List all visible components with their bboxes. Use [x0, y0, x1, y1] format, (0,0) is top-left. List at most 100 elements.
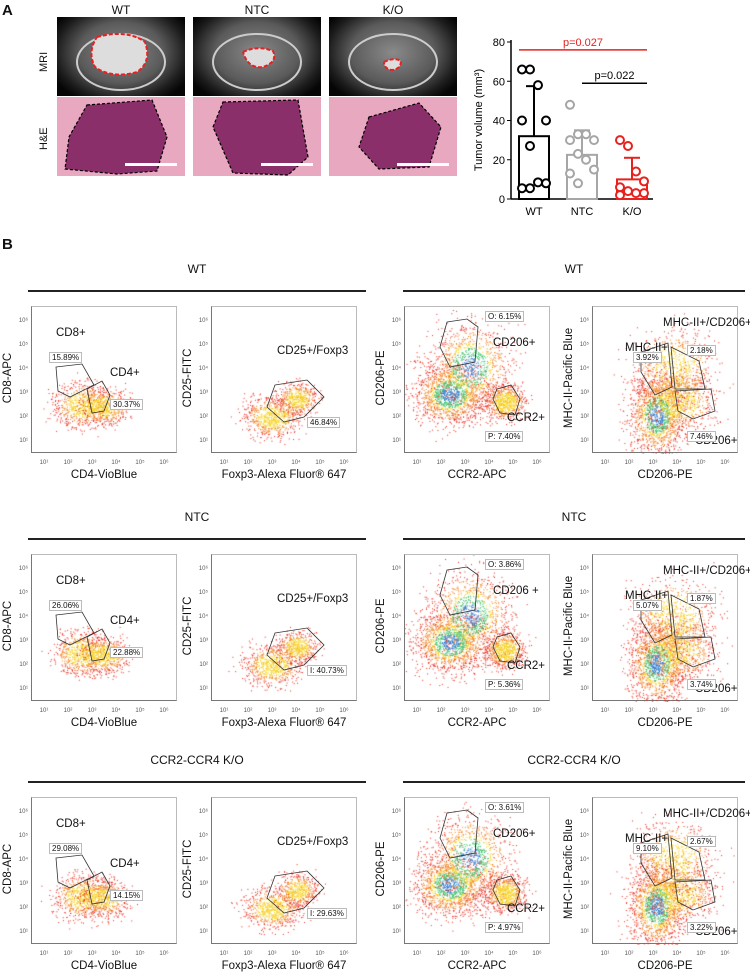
flow-plot-t: 10¹ 10¹ 10² 10² 10³ 10³ 10⁴ 10⁴ 10⁵ 10⁵ 10⁶ 10⁶ CD8+…	[19, 797, 178, 957]
gate-label: CCR2+	[507, 660, 546, 672]
data-point	[565, 135, 575, 146]
gate-polygon	[266, 379, 325, 423]
x-tick-label: 10⁵	[135, 707, 145, 714]
gate-polygon	[439, 318, 479, 368]
x-tick-label: 10⁴	[672, 950, 682, 957]
flow-plot-overlay: 10¹ 10¹ 10² 10² 10³ 10³ 10⁴ 10⁴ 10⁵ 10⁵ 10⁶ 10⁶	[199, 565, 349, 714]
y-axis-label: MHC-II-Pacific Blue	[563, 327, 575, 428]
gate-percentage: 14.15%	[110, 890, 144, 901]
x-tick-label: 10⁶	[720, 459, 730, 466]
data-point	[623, 141, 633, 152]
gate-polygon	[492, 632, 521, 664]
gate-label: CD206 +	[493, 585, 539, 597]
gate-percentage: 3.92%	[633, 352, 662, 363]
x-tick-label: 10⁵	[508, 950, 518, 957]
gate-polygon	[86, 628, 111, 662]
y-tick-label: 10¹	[580, 686, 589, 692]
x-tick-label: 10¹	[220, 951, 229, 957]
y-tick-label: 10⁴	[199, 365, 209, 372]
x-tick-label: 10¹	[601, 708, 610, 714]
y-tick-label: 10⁶	[19, 808, 29, 815]
panel-b-letter: B	[2, 236, 13, 253]
flow-plot-overlay: 10¹ 10¹ 10² 10² 10³ 10³ 10⁴ 10⁴ 10⁵ 10⁵ 10⁶ 10⁶	[392, 808, 542, 957]
gate-polygon	[86, 871, 111, 905]
y-tick-label: 10¹	[392, 686, 401, 692]
he-image	[193, 97, 321, 176]
y-tick-label: 10⁵	[580, 341, 590, 348]
x-tick-label: 10³	[649, 708, 658, 714]
scale-bar	[397, 163, 449, 166]
x-tick-label: 10³	[649, 460, 658, 466]
y-tick-label: 10⁶	[392, 317, 402, 324]
x-tick-label: 10⁵	[135, 950, 145, 957]
data-point	[615, 182, 625, 193]
group-divider	[28, 290, 366, 292]
flow-plot-mhc: 10¹ 10¹ 10² 10² 10³ 10³ 10⁴ 10⁴ 10⁵ 10⁵ 10⁶ 10⁶ MHC-…	[580, 797, 750, 957]
p-value-label: p=0.022	[594, 70, 634, 82]
y-tick-label: 10¹	[199, 686, 208, 692]
y-tick-label: 10²	[580, 414, 589, 420]
x-tick-label: 10⁴	[672, 707, 682, 714]
flow-plot-mhc: 10¹ 10¹ 10² 10² 10³ 10³ 10⁴ 10⁴ 10⁵ 10⁵ 10⁶ 10⁶ MHC-…	[580, 306, 750, 466]
x-tick-label: 10⁶	[720, 707, 730, 714]
y-axis-label: MHC-II-Pacific Blue	[563, 818, 575, 919]
gate-label: CD4+	[110, 367, 140, 379]
y-tick-label: 10⁵	[580, 589, 590, 596]
flow-plot-mac: 10¹ 10¹ 10² 10² 10³ 10³ 10⁴ 10⁴ 10⁵ 10⁵ 10⁶ 10⁶ CD20…	[392, 306, 551, 466]
x-tick-label: 10³	[88, 460, 97, 466]
data-point	[589, 164, 599, 175]
data-point	[533, 177, 543, 188]
x-tick-label: 10⁵	[315, 459, 325, 466]
y-tick-label: 10²	[580, 905, 589, 911]
y-tick-label: 10³	[19, 390, 28, 396]
x-tick-label: 10⁵	[696, 707, 706, 714]
data-point	[525, 141, 535, 152]
gate-percentage: 15.89%	[49, 352, 83, 363]
y-tick-label: 10³	[199, 638, 208, 644]
x-tick-label: 10³	[268, 708, 277, 714]
y-axis-label: Tumor volume (mm³)	[473, 69, 485, 171]
y-tick-label: 10³	[19, 638, 28, 644]
gate-polygon	[439, 809, 479, 859]
y-tick-label: 10⁴	[19, 613, 29, 620]
x-tick-label: 10¹	[40, 460, 49, 466]
x-tick-label: NTC	[571, 206, 594, 218]
y-tick-label: 10⁶	[199, 565, 209, 572]
y-tick-label: 10⁶	[580, 565, 590, 572]
x-tick-label: 10⁴	[111, 950, 121, 957]
mri-image	[57, 17, 185, 96]
y-tick-label: 10⁶	[199, 808, 209, 815]
x-tick-label: 10¹	[413, 708, 422, 714]
x-tick-label: 10³	[461, 951, 470, 957]
x-tick-label: 10⁶	[339, 707, 349, 714]
gate-polygon	[266, 627, 325, 671]
flow-density-canvas	[32, 307, 178, 454]
gate-polygon	[640, 590, 673, 644]
x-axis-label: Foxp3-Alexa Fluor® 647	[221, 960, 347, 972]
x-tick-label: 10⁵	[508, 707, 518, 714]
gate-label: CD25+/Foxp3	[277, 593, 349, 605]
gate-label: CD25+/Foxp3	[277, 345, 349, 357]
gate-percentage: 1.87%	[687, 593, 716, 604]
p-value-label: p=0.027	[563, 37, 603, 49]
y-tick-label: 10²	[392, 905, 401, 911]
gate-polygon	[674, 388, 716, 420]
tumor-outline	[64, 99, 168, 175]
y-tick-label: 10²	[580, 662, 589, 668]
flow-plot-overlay: 10¹ 10¹ 10² 10² 10³ 10³ 10⁴ 10⁴ 10⁵ 10⁵ 10⁶ 10⁶	[19, 565, 169, 714]
x-tick-label: 10⁶	[159, 459, 169, 466]
flow-plot-overlay: 10¹ 10¹ 10² 10² 10³ 10³ 10⁴ 10⁴ 10⁵ 10⁵ 10⁶ 10⁶	[19, 317, 169, 466]
flow-plot-overlay: 10¹ 10¹ 10² 10² 10³ 10³ 10⁴ 10⁴ 10⁵ 10⁵ 10⁶ 10⁶	[392, 317, 542, 466]
gate-polygon	[266, 870, 325, 914]
x-tick-label: 10⁵	[315, 707, 325, 714]
data-point	[581, 129, 591, 140]
gate-percentage: O: 3.86%	[485, 559, 525, 570]
group-divider	[403, 290, 745, 292]
flow-density-canvas	[593, 307, 739, 454]
row-label-mri: MRI	[38, 51, 50, 72]
row-label-he: H&E	[38, 127, 50, 150]
y-tick-label: 10⁵	[392, 341, 402, 348]
gate-polygon	[55, 854, 95, 889]
y-tick-label: 20	[493, 155, 505, 167]
y-tick-label: 10¹	[392, 438, 401, 444]
